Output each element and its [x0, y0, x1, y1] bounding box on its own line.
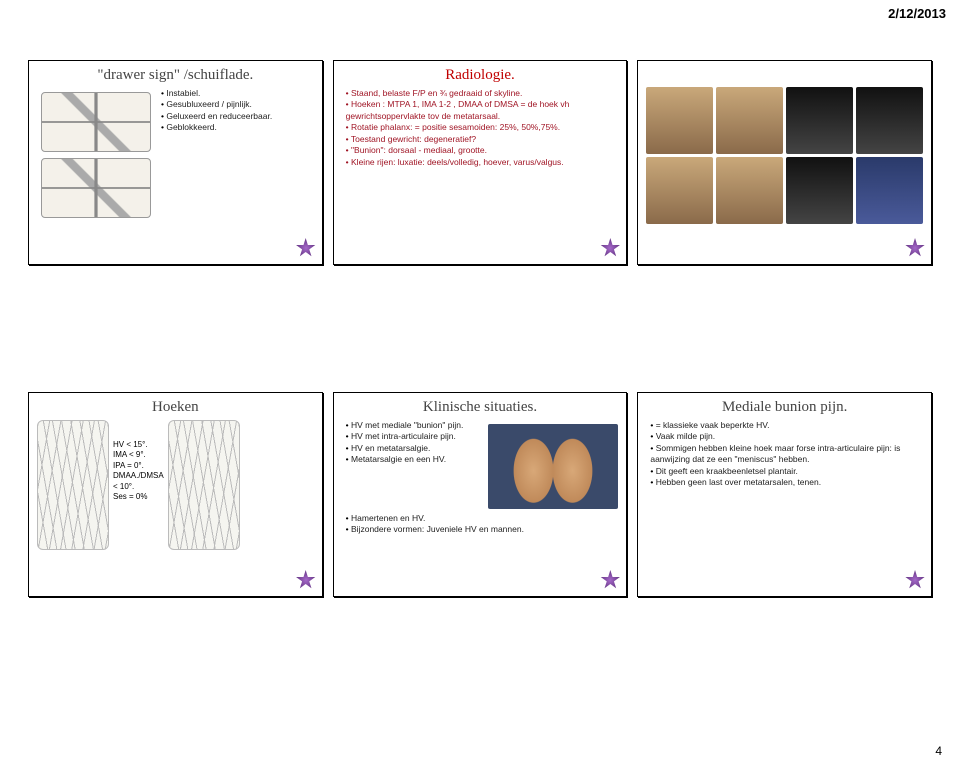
- list-item: Geblokkeerd.: [161, 122, 272, 133]
- xray-image: [856, 87, 923, 154]
- slide-row-2: Hoeken HV < 15°. IMA < 9°. IPA = 0°. DMA…: [28, 392, 932, 597]
- list-item: Sommigen hebben kleine hoek maar forse i…: [650, 443, 923, 466]
- slide-klinische-situaties: Klinische situaties. HV met mediale "bun…: [333, 392, 628, 597]
- slide-row-1: "drawer sign" /schuiflade. Instabiel. Ge…: [28, 60, 932, 265]
- list-item: Toestand gewricht: degeneratief?: [346, 134, 619, 145]
- slide-title: Mediale bunion pijn.: [646, 399, 923, 416]
- list-item: Hoeken : MTPA 1, IMA 1-2 , DMAA of DMSA …: [346, 99, 619, 122]
- list-item: Dit geeft een kraakbeenletsel plantair.: [650, 466, 923, 477]
- clinical-photo: [646, 87, 713, 154]
- drawing-illustration: [41, 158, 151, 218]
- slide-radiology-images: [637, 60, 932, 265]
- list-item: "Bunion": dorsaal - mediaal, grootte.: [346, 145, 619, 156]
- flower-icon: [905, 238, 925, 258]
- page-number: 4: [935, 744, 942, 758]
- xray-image: [786, 87, 853, 154]
- slide-radiologie: Radiologie. Staand, belaste F/P en ¾ ged…: [333, 60, 628, 265]
- bullet-list: Hamertenen en HV. Bijzondere vormen: Juv…: [342, 513, 619, 536]
- list-item: Hebben geen last over metatarsalen, tene…: [650, 477, 923, 488]
- list-item: Metatarsalgie en een HV.: [346, 454, 483, 465]
- bullet-list: = klassieke vaak beperkte HV. Vaak milde…: [646, 420, 923, 489]
- flower-icon: [600, 238, 620, 258]
- page-date: 2/12/2013: [888, 6, 946, 21]
- list-item: HV met intra-articulaire pijn.: [346, 431, 483, 442]
- bullet-list: HV met mediale "bunion" pijn. HV met int…: [342, 420, 483, 513]
- flower-icon: [600, 570, 620, 590]
- flower-icon: [296, 238, 316, 258]
- list-item: Gesubluxeerd / pijnlijk.: [161, 99, 272, 110]
- slide-title: Hoeken: [37, 399, 314, 416]
- bullet-list: Staand, belaste F/P en ¾ gedraaid of sky…: [342, 88, 619, 168]
- slide-title: "drawer sign" /schuiflade.: [37, 67, 314, 84]
- image-grid: [646, 87, 923, 224]
- list-item: Hamertenen en HV.: [346, 513, 619, 524]
- slide-title: Radiologie.: [342, 67, 619, 84]
- slide-title: Klinische situaties.: [342, 399, 619, 416]
- flower-icon: [296, 570, 316, 590]
- slide-mediale-bunion: Mediale bunion pijn. = klassieke vaak be…: [637, 392, 932, 597]
- angle-values: HV < 15°. IMA < 9°. IPA = 0°. DMAA./DMSA…: [113, 420, 164, 502]
- clinical-photo: [646, 157, 713, 224]
- anatomy-diagram: [168, 420, 240, 550]
- drawing-illustration: [41, 92, 151, 152]
- flower-icon: [905, 570, 925, 590]
- bullet-list: Instabiel. Gesubluxeerd / pijnlijk. Gelu…: [157, 88, 272, 224]
- list-item: Bijzondere vormen: Juveniele HV en manne…: [346, 524, 619, 535]
- clinical-photo: [716, 87, 783, 154]
- list-item: HV met mediale "bunion" pijn.: [346, 420, 483, 431]
- list-item: Instabiel.: [161, 88, 272, 99]
- xray-image: [856, 157, 923, 224]
- list-item: Geluxeerd en reduceerbaar.: [161, 111, 272, 122]
- slide-drawer-sign: "drawer sign" /schuiflade. Instabiel. Ge…: [28, 60, 323, 265]
- slide-hoeken: Hoeken HV < 15°. IMA < 9°. IPA = 0°. DMA…: [28, 392, 323, 597]
- list-item: = klassieke vaak beperkte HV.: [650, 420, 923, 431]
- clinical-photo: [716, 157, 783, 224]
- xray-image: [786, 157, 853, 224]
- list-item: Kleine rijen: luxatie: deels/volledig, h…: [346, 157, 619, 168]
- list-item: Rotatie phalanx: = positie sesamoiden: 2…: [346, 122, 619, 133]
- clinical-feet-photo: [488, 424, 618, 509]
- list-item: Staand, belaste F/P en ¾ gedraaid of sky…: [346, 88, 619, 99]
- list-item: HV en metatarsalgie.: [346, 443, 483, 454]
- list-item: Vaak milde pijn.: [650, 431, 923, 442]
- anatomy-diagram: [37, 420, 109, 550]
